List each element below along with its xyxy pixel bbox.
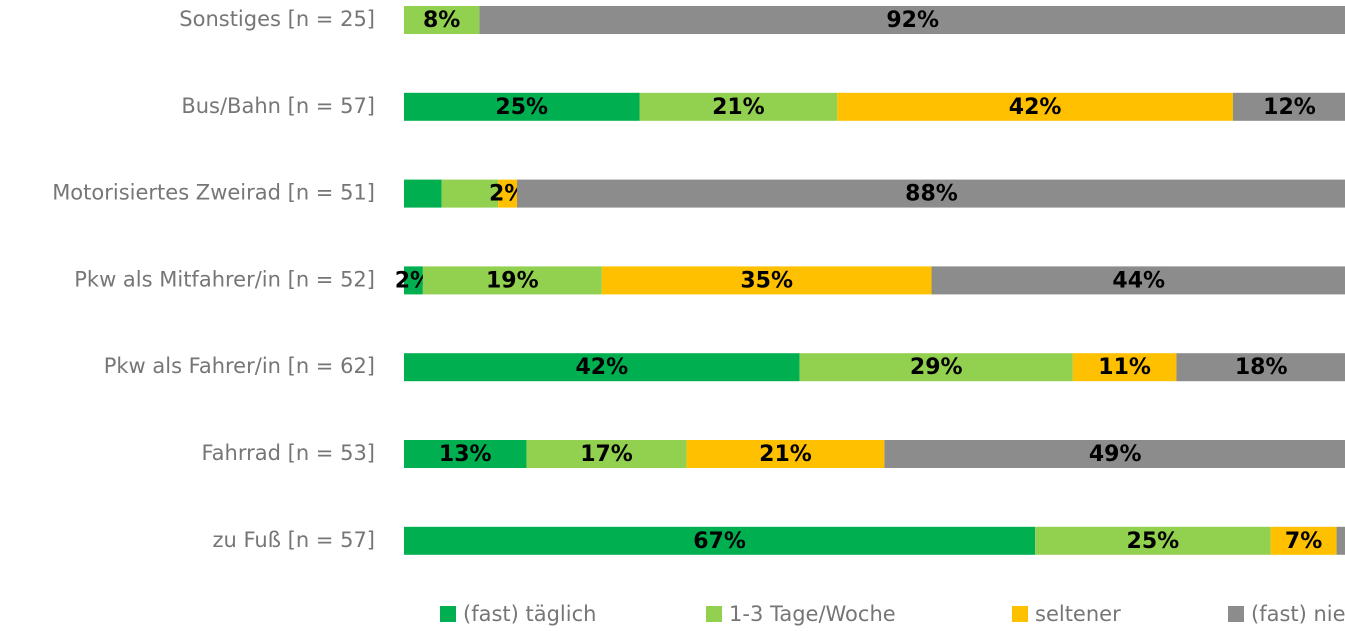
legend-swatch — [1012, 606, 1028, 622]
bar-segment — [404, 266, 423, 295]
category-label: Fahrrad [n = 53] — [202, 441, 375, 465]
bar-segment — [404, 6, 480, 34]
value-label: 21% — [712, 95, 765, 120]
category-label: zu Fuß [n = 57] — [212, 528, 375, 552]
legend-swatch — [1228, 606, 1244, 622]
legend-label: (fast) täglich — [463, 602, 596, 626]
value-label: 13% — [439, 442, 492, 467]
category-label: Sonstiges [n = 25] — [179, 7, 375, 31]
bar-segment — [1270, 526, 1337, 555]
value-label: 67% — [693, 529, 746, 554]
bar-segment — [1336, 526, 1345, 555]
bar-segment — [601, 266, 932, 295]
bar-segment — [1035, 526, 1271, 555]
value-label: 8% — [423, 8, 460, 33]
bar-segment — [837, 92, 1233, 121]
value-label: 42% — [1009, 95, 1062, 120]
bar-segment — [441, 179, 499, 208]
value-label: 35% — [740, 268, 793, 293]
bar-segment — [517, 179, 1345, 208]
legend-label: (fast) nie — [1251, 602, 1345, 626]
value-label: 19% — [486, 268, 539, 293]
bar-segment — [1072, 353, 1177, 382]
category-label: Pkw als Mitfahrer/in [n = 52] — [74, 267, 375, 291]
bar-segment — [931, 266, 1345, 295]
value-label: 25% — [495, 95, 548, 120]
value-label: 88% — [905, 182, 958, 207]
bar-segment — [639, 92, 838, 121]
legend-swatch — [440, 606, 456, 622]
category-label: Bus/Bahn [n = 57] — [181, 94, 375, 118]
bar-segment — [479, 6, 1345, 34]
bar-segment — [1176, 353, 1345, 382]
bar-segment — [404, 440, 527, 468]
value-label: 92% — [886, 8, 939, 33]
bar-segment — [404, 526, 1036, 555]
legend-label: seltener — [1035, 602, 1121, 626]
category-label: Motorisiertes Zweirad [n = 51] — [52, 181, 375, 205]
bar-segment — [498, 179, 518, 208]
category-label: Pkw als Fahrer/in [n = 62] — [104, 354, 375, 378]
bar-segment — [526, 440, 687, 468]
value-label: 49% — [1089, 442, 1142, 467]
bar-segment — [884, 440, 1345, 468]
legend-label: 1-3 Tage/Woche — [729, 602, 896, 626]
bar-segment — [1232, 92, 1345, 121]
value-label: 17% — [580, 442, 633, 467]
bar-segment — [404, 92, 640, 121]
value-label: 11% — [1098, 355, 1151, 380]
bar-segment — [422, 266, 602, 295]
bar-segment — [404, 353, 800, 382]
value-label: 18% — [1235, 355, 1288, 380]
bar-segment — [799, 353, 1073, 382]
value-label: 25% — [1127, 529, 1180, 554]
bar-segment — [404, 179, 442, 208]
legend-swatch — [706, 606, 722, 622]
value-label: 12% — [1263, 95, 1316, 120]
value-label: 44% — [1112, 268, 1165, 293]
value-label: 42% — [575, 355, 628, 380]
value-label: 21% — [759, 442, 812, 467]
value-label: 7% — [1285, 529, 1322, 554]
value-label: 29% — [910, 355, 963, 380]
bar-segment — [686, 440, 885, 468]
